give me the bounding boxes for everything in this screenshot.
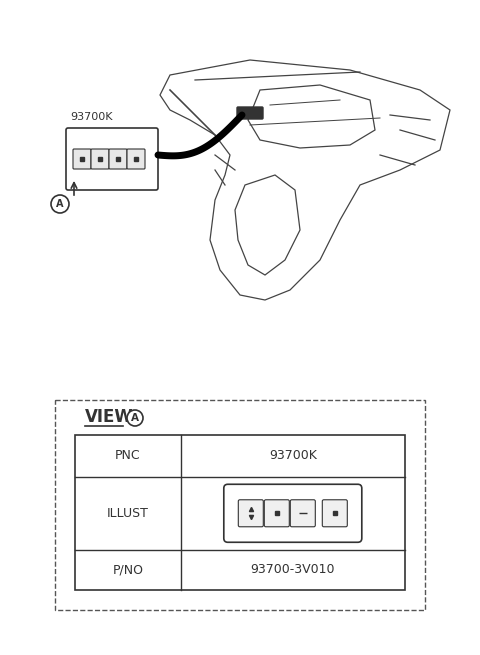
FancyBboxPatch shape: [127, 149, 145, 169]
FancyBboxPatch shape: [109, 149, 127, 169]
Text: A: A: [56, 199, 64, 209]
Text: P/NO: P/NO: [112, 563, 144, 576]
FancyBboxPatch shape: [237, 107, 263, 119]
Text: PNC: PNC: [115, 449, 141, 462]
FancyBboxPatch shape: [91, 149, 109, 169]
Text: ILLUST: ILLUST: [107, 507, 149, 520]
FancyBboxPatch shape: [55, 400, 425, 610]
FancyBboxPatch shape: [238, 500, 264, 527]
Circle shape: [51, 195, 69, 213]
FancyBboxPatch shape: [66, 128, 158, 190]
FancyBboxPatch shape: [75, 435, 405, 590]
Text: 93700-3V010: 93700-3V010: [251, 563, 335, 576]
Text: 93700K: 93700K: [269, 449, 317, 462]
FancyBboxPatch shape: [322, 500, 348, 527]
Text: VIEW: VIEW: [85, 408, 134, 426]
FancyBboxPatch shape: [290, 500, 315, 527]
Text: 93700K: 93700K: [70, 112, 112, 122]
FancyBboxPatch shape: [264, 500, 289, 527]
FancyBboxPatch shape: [224, 484, 362, 542]
Text: A: A: [131, 413, 139, 423]
FancyBboxPatch shape: [73, 149, 91, 169]
Circle shape: [127, 410, 143, 426]
